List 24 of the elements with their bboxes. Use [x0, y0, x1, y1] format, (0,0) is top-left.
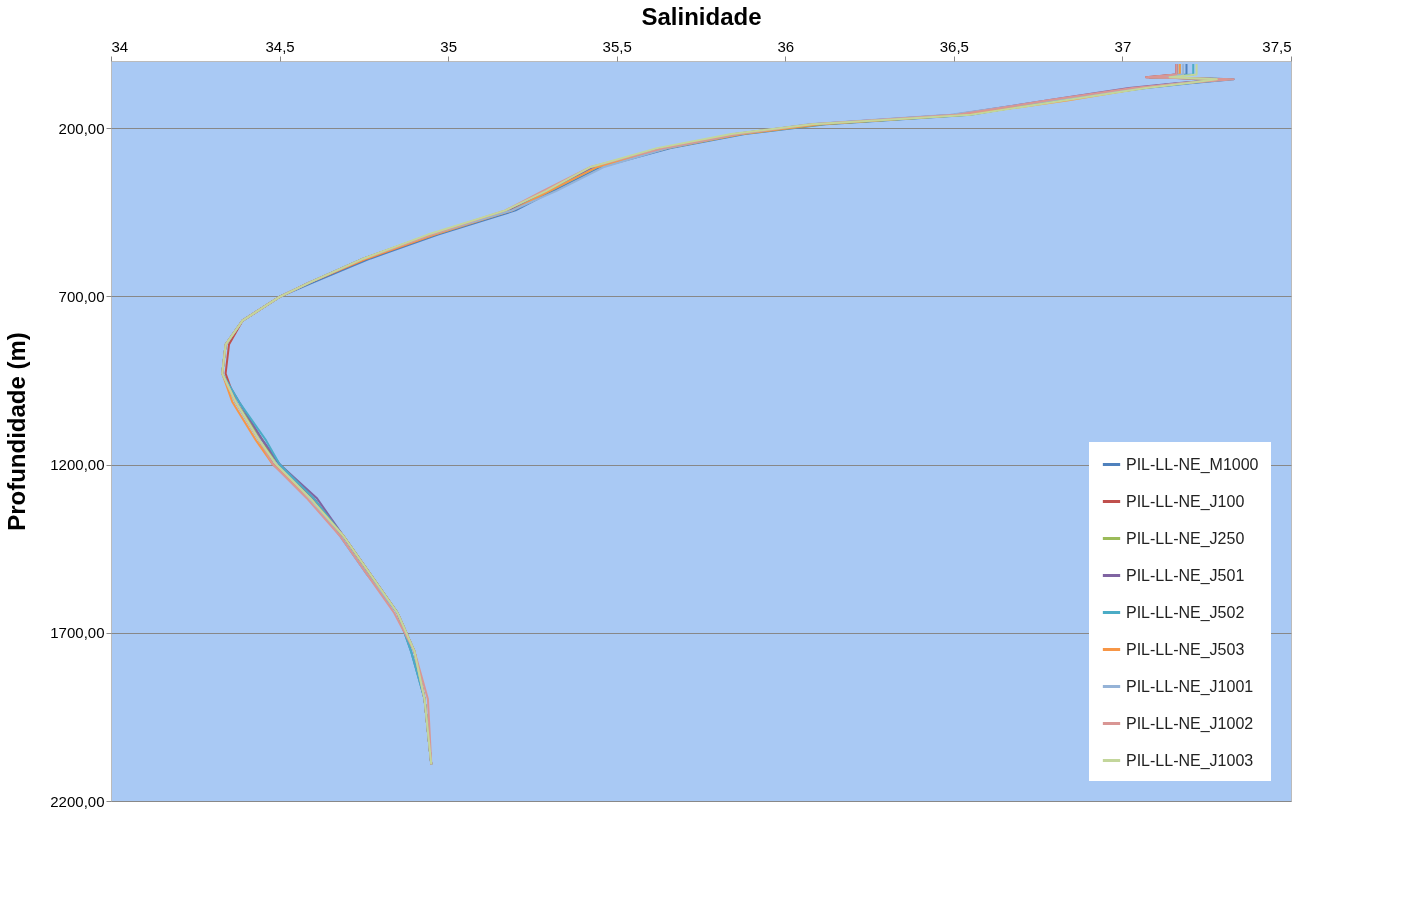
x-tick-label: 37 — [1114, 37, 1132, 55]
legend-label: PIL-LL-NE_J501 — [1126, 566, 1245, 585]
y-tick-label: 1700,00 — [50, 624, 105, 642]
y-tick-label: 1200,00 — [50, 456, 105, 474]
legend-label: PIL-LL-NE_J502 — [1126, 603, 1245, 622]
y-axis-title: Profundidade (m) — [3, 332, 31, 531]
x-axis-title: Salinidade — [641, 2, 762, 30]
legend-label: PIL-LL-NE_J503 — [1126, 640, 1245, 659]
x-tick-label: 36,5 — [939, 37, 969, 55]
legend-label: PIL-LL-NE_J1003 — [1126, 751, 1254, 770]
legend-label: PIL-LL-NE_J1002 — [1126, 714, 1254, 733]
x-tick-label: 36 — [777, 37, 795, 55]
x-tick-label: 35,5 — [602, 37, 632, 55]
legend-label: PIL-LL-NE_J100 — [1126, 492, 1245, 511]
y-tick-label: 200,00 — [58, 119, 105, 137]
legend-label: PIL-LL-NE_M1000 — [1126, 455, 1259, 474]
legend-label: PIL-LL-NE_J1001 — [1126, 677, 1254, 696]
y-tick-label: 2200,00 — [50, 792, 105, 810]
x-tick-label: 35 — [440, 37, 457, 55]
y-tick-label: 700,00 — [58, 287, 105, 305]
x-tick-label: 34,5 — [265, 37, 295, 55]
legend-label: PIL-LL-NE_J250 — [1126, 529, 1245, 548]
x-tick-label: 37,5 — [1262, 37, 1292, 55]
x-tick-label: 34 — [111, 37, 129, 55]
